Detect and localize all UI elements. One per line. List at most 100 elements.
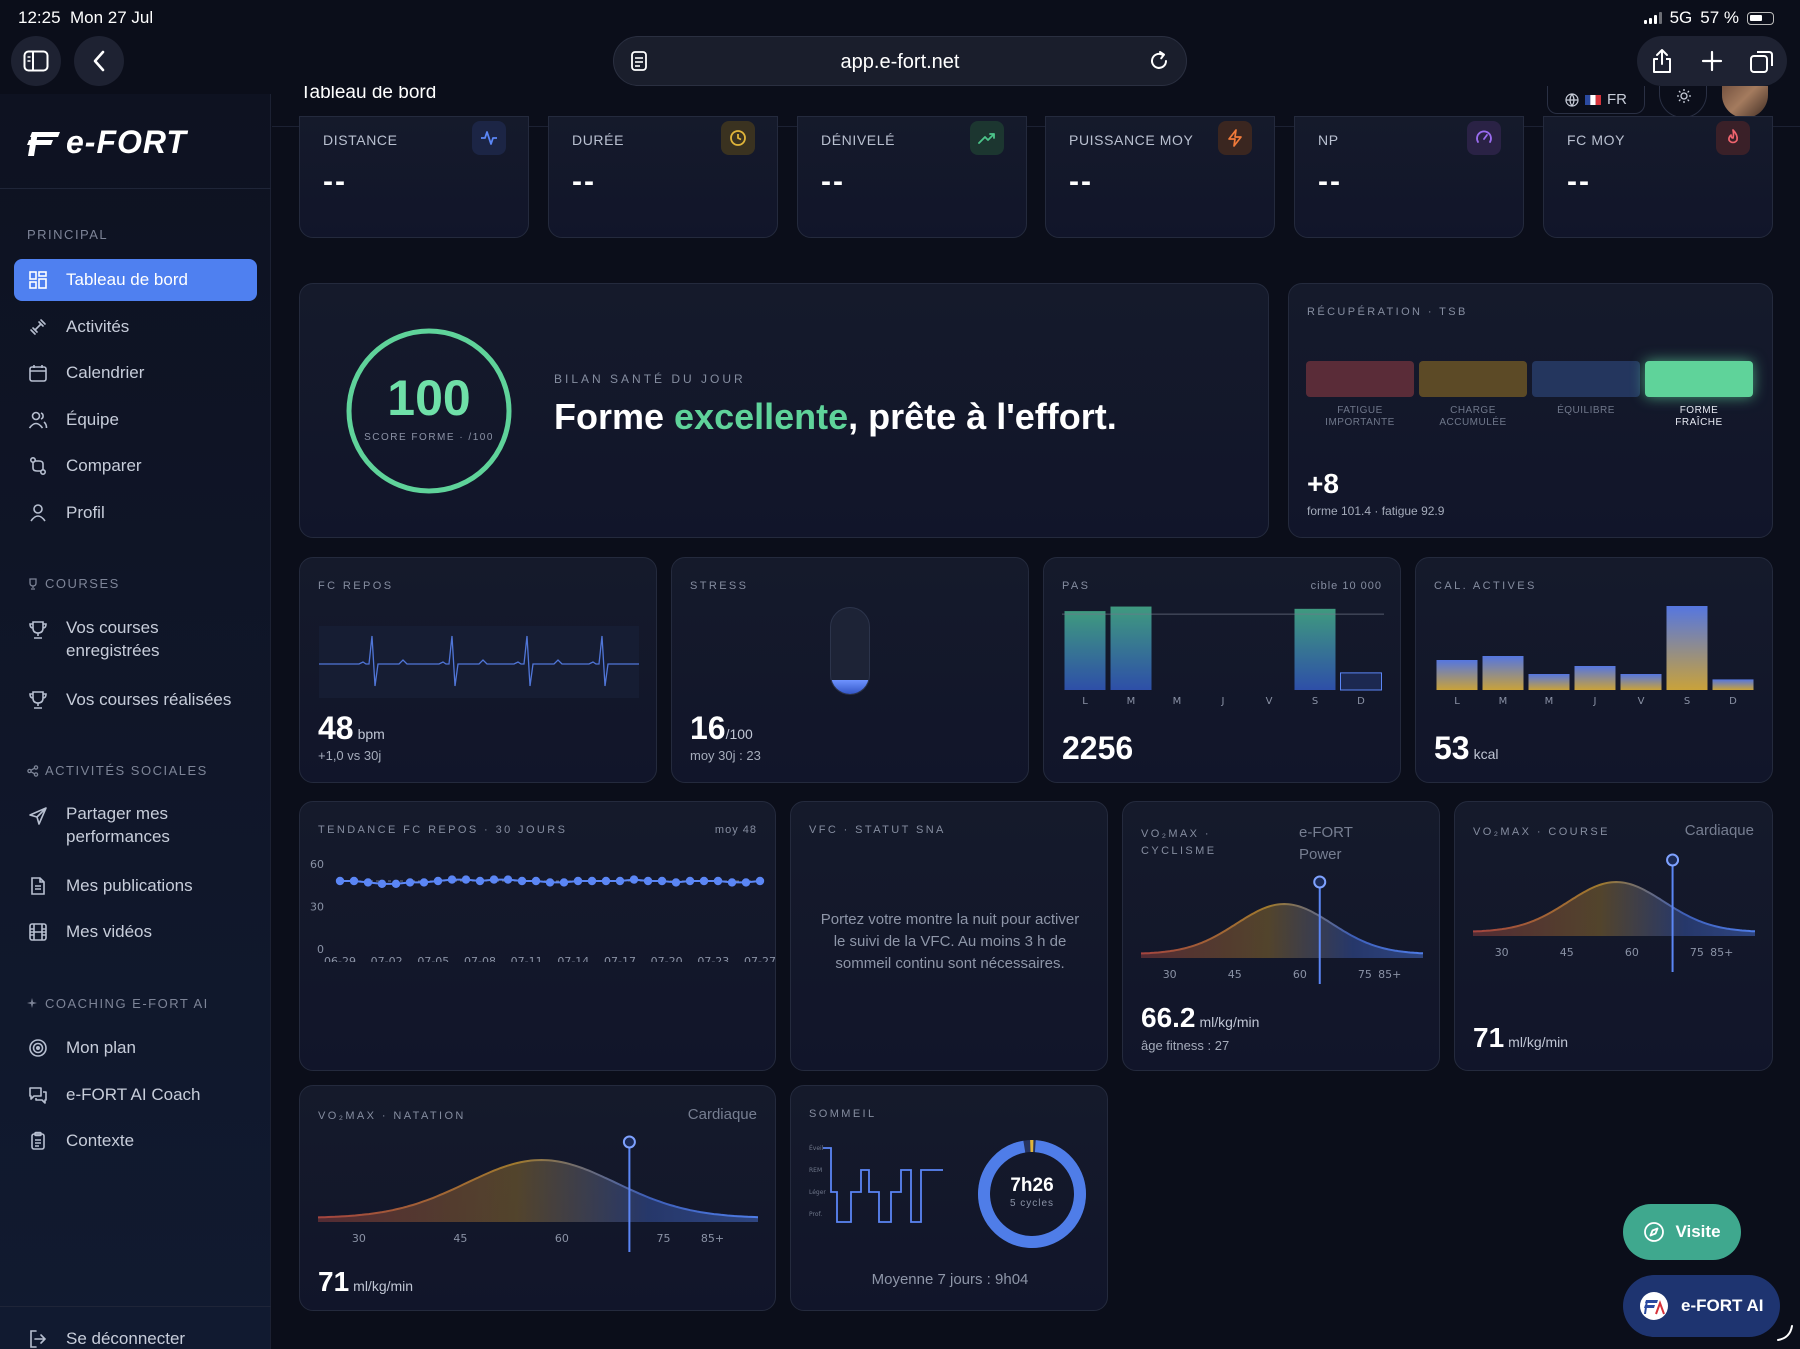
bar-label: J <box>1221 696 1225 707</box>
sidebar-item-activites[interactable]: Activités <box>14 306 257 348</box>
sidebar-item-videos[interactable]: Mes vidéos <box>14 911 257 953</box>
sidebar-item-label: Partager mes performances <box>66 804 170 846</box>
sidebar-item-profil[interactable]: Profil <box>14 492 257 534</box>
trend-point <box>741 878 751 887</box>
sidebar-item-contexte[interactable]: Contexte <box>14 1120 257 1162</box>
language-selector[interactable]: FR <box>1547 86 1645 114</box>
resize-handle-icon <box>1777 1325 1793 1341</box>
vo2-marker <box>1313 875 1327 889</box>
flame-icon <box>1716 121 1750 155</box>
stat-card-distance: DISTANCE -- <box>299 116 529 238</box>
address-bar[interactable]: app.e-fort.net <box>613 36 1187 86</box>
new-tab-icon[interactable] <box>1700 49 1724 73</box>
visite-button[interactable]: Visite <box>1623 1204 1741 1260</box>
vo2-marker <box>622 1135 636 1149</box>
bar-label: M <box>1499 696 1508 707</box>
fc-repos-value: 48 <box>318 710 354 746</box>
trend-point <box>517 876 527 886</box>
back-button[interactable] <box>74 36 124 86</box>
team-icon <box>28 410 48 430</box>
compass-icon <box>1644 1222 1665 1242</box>
sidebar-item-partager[interactable]: Partager mes performances <box>14 802 257 852</box>
trend-point <box>545 878 555 887</box>
x-tick: 07-27 <box>744 955 776 962</box>
sidebar-item-label: Équipe <box>66 410 119 429</box>
sidebar-item-tableau-de-bord[interactable]: Tableau de bord <box>14 259 257 301</box>
sidebar-item-label: Mon plan <box>66 1038 136 1057</box>
section-coaching: COACHING E-FORT AI <box>27 996 209 1011</box>
sidebar-item-courses-enregistrees[interactable]: Vos courses enregistrées <box>14 616 257 666</box>
avatar[interactable] <box>1722 86 1768 118</box>
bar <box>1340 672 1382 691</box>
vo2-area <box>1473 882 1755 936</box>
send-icon <box>28 806 48 826</box>
section-principal: PRINCIPAL <box>27 227 108 242</box>
card-title: RÉCUPÉRATION · TSB <box>1307 306 1468 318</box>
browser-actions <box>1637 36 1787 86</box>
sidebar-toggle-button[interactable] <box>11 36 61 86</box>
x-tick: 45 <box>1560 946 1574 959</box>
compare-icon <box>28 456 48 476</box>
card-title: VO₂MAX · CYCLISME <box>1141 826 1216 860</box>
x-tick: 60 <box>1293 968 1307 981</box>
sidebar-item-label: Vos courses enregistrées <box>66 618 160 660</box>
y-tick: 0 <box>317 943 324 956</box>
sidebar-toggle-icon <box>23 50 49 72</box>
sidebar-item-label: Mes vidéos <box>66 922 152 941</box>
sidebar-item-mon-plan[interactable]: Mon plan <box>14 1027 257 1069</box>
x-tick: 85+ <box>1378 968 1401 981</box>
vo2-value-line: 66.2 ml/kg/min <box>1141 1002 1259 1034</box>
sidebar-item-calendrier[interactable]: Calendrier <box>14 352 257 394</box>
visite-label: Visite <box>1675 1222 1721 1241</box>
battery-icon <box>1747 11 1774 25</box>
vo2-source: Cardiaque <box>1684 822 1754 839</box>
sidebar-item-label: Tableau de bord <box>66 270 188 289</box>
logo[interactable]: e-FORT <box>24 124 187 161</box>
bar-label: V <box>1638 696 1645 707</box>
stat-card-fc-moy: FC MOY -- <box>1543 116 1773 238</box>
target-icon <box>28 1038 48 1058</box>
reload-icon[interactable] <box>1148 50 1170 72</box>
sidebar-item-courses-realisees[interactable]: Vos courses réalisées <box>14 679 257 721</box>
status-right: 5G 57 % <box>1643 8 1774 28</box>
stat-card-duree: DURÉE -- <box>548 116 778 238</box>
tsb-label-line: ÉQUILIBRE <box>1557 405 1615 416</box>
bar-label: M <box>1173 696 1182 707</box>
sidebar-item-comparer[interactable]: Comparer <box>14 445 257 487</box>
stat-label: DISTANCE <box>323 132 398 148</box>
x-tick: 45 <box>1228 968 1242 981</box>
card-title: PAS <box>1062 580 1091 592</box>
tsb-label-line: ACCUMULÉE <box>1439 417 1507 428</box>
x-tick: 07-23 <box>697 955 729 962</box>
x-tick: 06-29 <box>324 955 356 962</box>
tsb-segment-label: FATIGUE IMPORTANTE <box>1306 405 1414 429</box>
tsb-label-line: FATIGUE <box>1337 405 1383 416</box>
chevron-left-icon <box>93 50 105 72</box>
vo2-value: 66.2 <box>1141 1002 1196 1033</box>
cal-card: CAL. ACTIVES L M M J V S D 53 kcal <box>1415 557 1773 783</box>
score-ring <box>346 328 512 494</box>
sidebar-divider <box>0 188 271 189</box>
sidebar-item-publications[interactable]: Mes publications <box>14 865 257 907</box>
trend-point <box>531 876 541 886</box>
theme-toggle-button[interactable] <box>1659 86 1707 118</box>
x-tick: 75 <box>1690 946 1704 959</box>
trend-point <box>601 876 611 886</box>
logout-button[interactable]: Se déconnecter <box>14 1326 257 1349</box>
page-menu-icon[interactable] <box>630 50 650 72</box>
stress-value-line: 16/100 <box>690 710 753 747</box>
trend-point <box>643 876 653 886</box>
score-value: 100 <box>387 370 471 426</box>
stat-card-denivele: DÉNIVELÉ -- <box>797 116 1027 238</box>
e-fort-ai-button[interactable]: e-FORT AI <box>1623 1275 1780 1337</box>
tsb-segment-label: CHARGE ACCUMULÉE <box>1419 405 1527 429</box>
battery-label: 57 % <box>1700 8 1739 27</box>
score-label: SCORE FORME · /100 <box>364 432 494 443</box>
dashboard-icon <box>28 270 48 290</box>
share-icon[interactable] <box>1650 47 1674 75</box>
sidebar-item-ai-coach[interactable]: e-FORT AI Coach <box>14 1074 257 1116</box>
sidebar-item-label: Mes publications <box>66 876 193 895</box>
vo2-unit: ml/kg/min <box>1508 1034 1569 1050</box>
tabs-overview-icon[interactable] <box>1748 48 1776 76</box>
sidebar-item-equipe[interactable]: Équipe <box>14 399 257 441</box>
